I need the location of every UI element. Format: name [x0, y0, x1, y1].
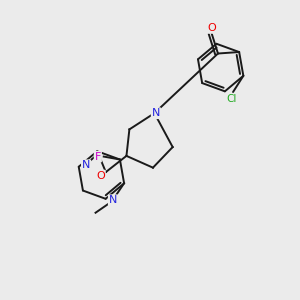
Text: N: N	[82, 160, 90, 170]
Text: Cl: Cl	[226, 94, 237, 104]
Text: O: O	[96, 171, 105, 181]
Text: N: N	[109, 195, 117, 205]
Text: N: N	[152, 108, 160, 118]
Text: O: O	[207, 23, 216, 33]
Text: F: F	[94, 152, 101, 162]
